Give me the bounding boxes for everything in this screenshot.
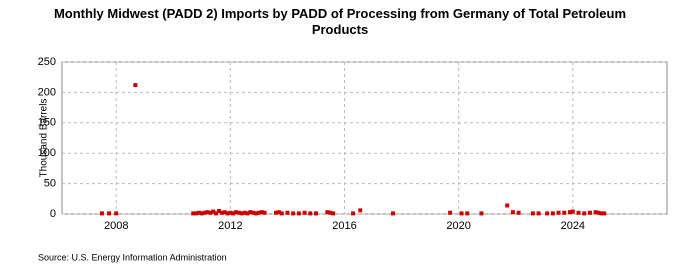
point — [582, 211, 587, 216]
point — [570, 209, 575, 214]
point — [194, 211, 199, 216]
point — [296, 211, 301, 216]
y-tick-label: 250 — [38, 56, 56, 68]
point — [196, 210, 201, 215]
source: Source: U.S. Energy Information Administ… — [38, 252, 227, 262]
point — [202, 210, 207, 215]
point — [199, 211, 204, 216]
point — [291, 211, 296, 216]
point — [191, 211, 196, 216]
point — [576, 210, 581, 215]
point — [107, 211, 112, 216]
point — [550, 211, 555, 216]
y-tick-label: 200 — [38, 86, 56, 98]
point — [274, 210, 279, 215]
x-tick-label: 2008 — [104, 220, 128, 232]
point — [567, 210, 572, 215]
point — [602, 211, 607, 216]
x-tick-label: 2024 — [561, 220, 585, 232]
point — [248, 210, 253, 215]
point — [328, 210, 333, 215]
y-tick-label: 100 — [38, 147, 56, 159]
chart-title: Monthly Midwest (PADD 2) Imports by PADD… — [53, 6, 627, 37]
point — [262, 210, 267, 215]
point — [219, 210, 224, 215]
point — [228, 210, 233, 215]
point — [302, 210, 307, 215]
point — [308, 211, 313, 216]
y-tick-label: 150 — [38, 117, 56, 129]
point — [214, 211, 219, 216]
point — [114, 211, 119, 216]
point — [313, 211, 318, 216]
x-tick-label: 2020 — [446, 220, 470, 232]
point — [239, 211, 244, 216]
point — [593, 210, 598, 215]
point — [599, 211, 604, 216]
plot-frame — [61, 61, 668, 215]
y-axis-label: Thousand Barrels — [39, 99, 50, 178]
point — [285, 210, 290, 215]
point — [510, 210, 515, 215]
point — [331, 211, 336, 216]
point — [216, 208, 221, 213]
point — [234, 210, 239, 215]
point — [205, 210, 210, 215]
y-tick-label: 50 — [44, 178, 56, 190]
point — [325, 210, 330, 215]
point — [245, 211, 250, 216]
point — [536, 211, 541, 216]
point — [211, 209, 216, 214]
point — [231, 211, 236, 216]
point — [358, 208, 363, 213]
point — [505, 203, 510, 208]
point — [479, 211, 484, 216]
point — [236, 210, 241, 215]
point — [351, 211, 356, 216]
point — [251, 210, 256, 215]
point — [587, 210, 592, 215]
y-tick-label: 0 — [50, 208, 56, 220]
point — [391, 211, 396, 216]
point — [259, 210, 264, 215]
point — [242, 210, 247, 215]
point — [279, 211, 284, 216]
x-tick-label: 2012 — [218, 220, 242, 232]
point — [133, 83, 138, 88]
point — [530, 211, 535, 216]
point — [276, 210, 281, 215]
point — [516, 210, 521, 215]
point — [448, 210, 453, 215]
point — [225, 211, 230, 216]
point — [99, 211, 104, 216]
point — [545, 211, 550, 216]
x-tick-label: 2016 — [332, 220, 356, 232]
point — [459, 211, 464, 216]
point — [465, 211, 470, 216]
point — [222, 210, 227, 215]
point — [596, 210, 601, 215]
point — [562, 210, 567, 215]
point — [254, 211, 259, 216]
point — [556, 210, 561, 215]
point — [208, 210, 213, 215]
point — [256, 210, 261, 215]
